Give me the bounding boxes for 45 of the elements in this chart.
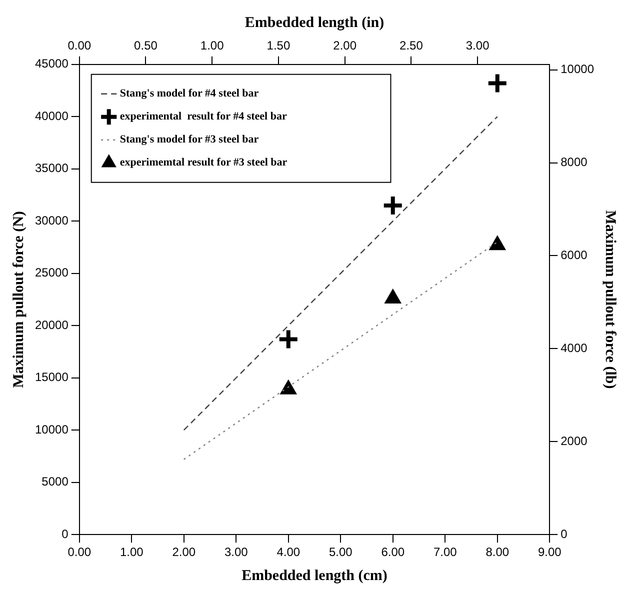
y2-tick-label: 10000 [560,62,594,76]
x-tick-label: 9.00 [538,545,562,560]
point [384,288,402,304]
y-tick-label: 40000 [34,108,69,123]
y-tick-label: 0 [62,526,69,541]
x-axis-title: Embedded length (cm) [242,568,388,584]
x2-tick-label: 1.50 [266,38,290,53]
y2-tick-label: 0 [560,526,568,541]
x-tick-label: 4.00 [276,545,300,560]
x-tick-label: 5.00 [328,545,353,560]
legend-label: Stang's model for #3 steel bar [120,134,259,146]
y2-tick-label: 2000 [560,434,588,448]
y2-tick-label: 4000 [560,341,588,356]
x2-axis-title: Embedded length (in) [244,14,384,31]
y-tick-label: 25000 [34,266,69,280]
legend-label: experimemtal result for #3 steel bar [120,156,288,169]
y-tick-label: 30000 [34,213,69,228]
x2-tick-label: 1.00 [200,38,224,53]
x2-tick-label: 3.00 [466,38,490,53]
legend-label: experimental result for #4 steel bar [120,110,287,123]
x2-tick-label: 0.50 [134,38,158,53]
x2-tick-label: 0.00 [68,38,92,53]
x-tick-label: 8.00 [486,545,510,560]
x-tick-label: 1.00 [120,545,144,560]
y-tick-label: 20000 [34,318,69,332]
y-tick-label: 5000 [42,474,69,489]
y-tick-label: 35000 [34,161,69,176]
point [489,236,506,250]
y2-tick-label: 8000 [560,155,588,170]
y2-tick-label: 6000 [560,248,588,262]
x-tick-label: 6.00 [381,545,405,560]
x-tick-label: 3.00 [224,545,248,560]
point [280,380,297,394]
y-axis-title: Maximum pullout force (N) [10,211,27,388]
x-tick-label: 0.00 [68,545,92,560]
legend-label: Stang's model for #4 steel bar [120,88,259,100]
x2-tick-label: 2.00 [333,38,357,53]
y2-axis-title: Maximum pullout force (lb) [602,210,618,389]
point [486,72,508,94]
x-tick-label: 2.00 [172,545,196,560]
x-tick-label: 7.00 [433,545,458,560]
y-tick-label: 15000 [34,370,69,384]
y-tick-label: 45000 [34,56,69,71]
x2-tick-label: 2.50 [400,38,424,53]
y-tick-label: 10000 [34,422,69,436]
